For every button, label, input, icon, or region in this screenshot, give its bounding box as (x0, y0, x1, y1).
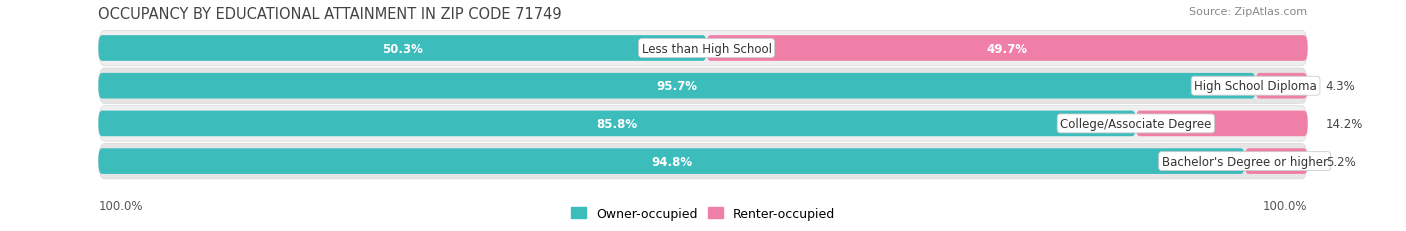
Text: 100.0%: 100.0% (1263, 200, 1308, 213)
FancyBboxPatch shape (98, 36, 707, 61)
Text: 100.0%: 100.0% (98, 200, 143, 213)
FancyBboxPatch shape (98, 69, 1308, 104)
Text: 4.3%: 4.3% (1326, 80, 1355, 93)
Text: Less than High School: Less than High School (641, 42, 772, 55)
Text: Source: ZipAtlas.com: Source: ZipAtlas.com (1189, 7, 1308, 17)
Text: Bachelor's Degree or higher: Bachelor's Degree or higher (1161, 155, 1327, 168)
Text: 14.2%: 14.2% (1326, 117, 1362, 130)
FancyBboxPatch shape (98, 31, 1308, 67)
Text: 94.8%: 94.8% (651, 155, 692, 168)
FancyBboxPatch shape (707, 36, 1308, 61)
FancyBboxPatch shape (98, 106, 1308, 142)
FancyBboxPatch shape (1244, 149, 1308, 174)
FancyBboxPatch shape (98, 111, 1136, 137)
FancyBboxPatch shape (98, 149, 1244, 174)
Text: 49.7%: 49.7% (987, 42, 1028, 55)
Text: OCCUPANCY BY EDUCATIONAL ATTAINMENT IN ZIP CODE 71749: OCCUPANCY BY EDUCATIONAL ATTAINMENT IN Z… (98, 7, 562, 22)
Text: 50.3%: 50.3% (382, 42, 423, 55)
Text: 95.7%: 95.7% (657, 80, 697, 93)
Text: College/Associate Degree: College/Associate Degree (1060, 117, 1212, 130)
FancyBboxPatch shape (1136, 111, 1308, 137)
FancyBboxPatch shape (98, 73, 1256, 99)
FancyBboxPatch shape (1256, 73, 1308, 99)
Text: 5.2%: 5.2% (1326, 155, 1355, 168)
Text: 85.8%: 85.8% (596, 117, 638, 130)
FancyBboxPatch shape (98, 144, 1308, 179)
Legend: Owner-occupied, Renter-occupied: Owner-occupied, Renter-occupied (567, 202, 839, 225)
Text: High School Diploma: High School Diploma (1194, 80, 1317, 93)
